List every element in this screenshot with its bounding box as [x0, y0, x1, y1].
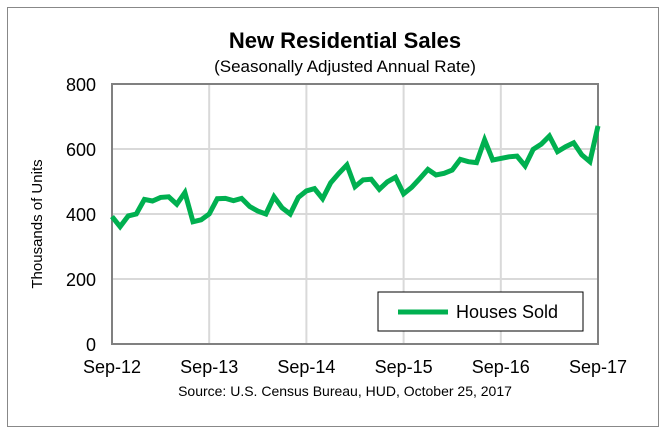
chart-title: New Residential Sales [229, 28, 461, 53]
chart-subtitle: (Seasonally Adjusted Annual Rate) [214, 57, 476, 76]
chart-frame [7, 7, 659, 427]
legend-label: Houses Sold [456, 302, 558, 322]
x-tick-label: Sep-14 [277, 357, 335, 377]
y-tick-label: 400 [66, 205, 96, 225]
plot-area-border [111, 83, 599, 345]
x-tick-label: Sep-12 [83, 357, 141, 377]
y-axis-label: Thousands of Units [29, 159, 46, 288]
series-line-houses-sold [110, 125, 601, 231]
x-tick-label: Sep-15 [375, 357, 433, 377]
y-tick-label: 800 [66, 75, 96, 95]
y-tick-label: 600 [66, 140, 96, 160]
source-note: Source: U.S. Census Bureau, HUD, October… [178, 383, 512, 399]
legend: Houses Sold [377, 291, 584, 332]
y-tick-label: 0 [86, 335, 96, 355]
x-tick-label: Sep-13 [180, 357, 238, 377]
x-tick-label: Sep-16 [472, 357, 530, 377]
y-tick-label: 200 [66, 270, 96, 290]
x-tick-label: Sep-17 [569, 357, 627, 377]
